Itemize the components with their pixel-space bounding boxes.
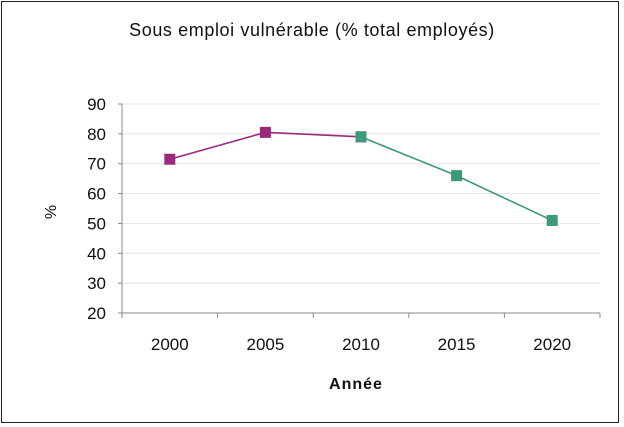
y-tick-label: 40 bbox=[87, 244, 106, 263]
x-tick-label: 2000 bbox=[151, 335, 189, 354]
gridlines bbox=[122, 103, 600, 284]
x-tick-label: 2005 bbox=[246, 335, 284, 354]
tick-labels: 20 30 40 50 60 70 80 90 2000 2005 2010 2015 2020 bbox=[87, 95, 571, 354]
y-tick-label: 20 bbox=[87, 304, 106, 323]
data-point-marker bbox=[355, 131, 367, 143]
x-tick-label: 2015 bbox=[438, 335, 476, 354]
data-point-marker bbox=[451, 170, 463, 182]
y-tick-label: 60 bbox=[87, 185, 106, 204]
axes bbox=[118, 103, 601, 318]
chart-frame bbox=[1, 1, 619, 423]
x-axis-label: Année bbox=[329, 376, 383, 393]
y-tick-label: 90 bbox=[87, 95, 106, 114]
y-tick-label: 80 bbox=[87, 125, 106, 144]
x-tick-label: 2010 bbox=[342, 335, 380, 354]
y-tick-label: 50 bbox=[87, 214, 106, 233]
data-point-marker bbox=[259, 126, 271, 138]
y-tick-label: 30 bbox=[87, 274, 106, 293]
x-tick-label: 2020 bbox=[533, 335, 571, 354]
y-tick-label: 70 bbox=[87, 155, 106, 174]
data-point-marker bbox=[546, 214, 558, 226]
chart-title: Sous emploi vulnérable (% total employés… bbox=[129, 20, 495, 40]
data-points bbox=[164, 126, 558, 226]
y-axis-label: % bbox=[43, 205, 60, 219]
series-lines bbox=[169, 131, 553, 222]
data-point-marker bbox=[164, 153, 176, 165]
